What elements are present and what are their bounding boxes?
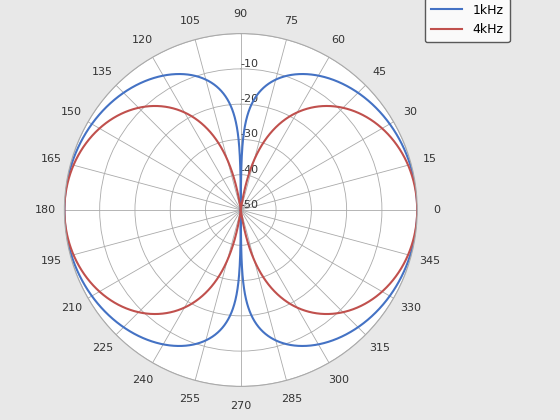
1kHz: [258, 327, 264, 332]
4kHz: [223, 157, 230, 162]
1kHz: [62, 197, 68, 202]
1kHz: [382, 299, 389, 304]
1kHz: [63, 228, 69, 234]
4kHz: [237, 207, 244, 213]
1kHz: [414, 207, 421, 213]
1kHz: [202, 77, 209, 82]
4kHz: [212, 136, 219, 141]
4kHz: [63, 228, 69, 234]
1kHz: [237, 207, 244, 213]
Legend: 1kHz, 4kHz: 1kHz, 4kHz: [425, 0, 510, 42]
4kHz: [237, 207, 244, 213]
Line: 4kHz: 4kHz: [64, 106, 417, 314]
Line: 1kHz: 1kHz: [64, 74, 417, 346]
4kHz: [62, 197, 68, 202]
4kHz: [239, 219, 246, 224]
4kHz: [374, 294, 380, 299]
1kHz: [190, 73, 197, 78]
4kHz: [414, 207, 421, 213]
1kHz: [237, 207, 244, 213]
